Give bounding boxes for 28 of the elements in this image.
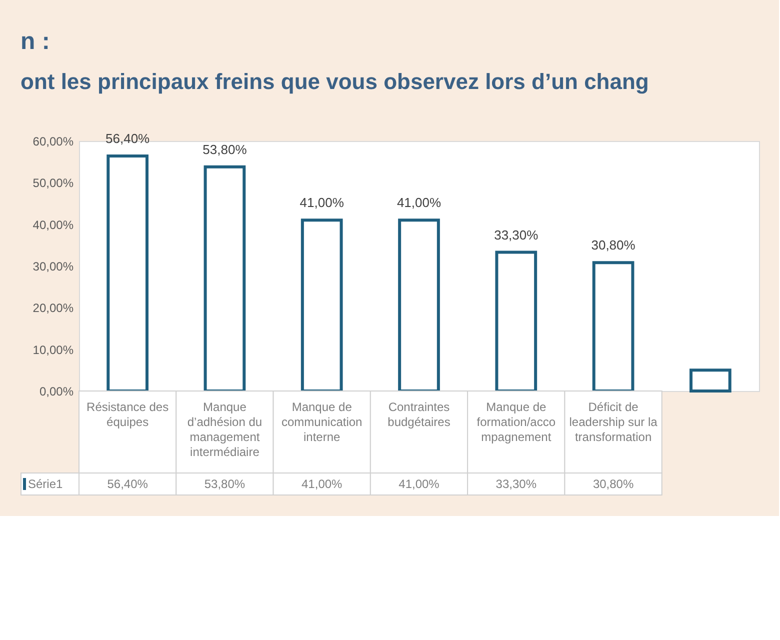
x-tick-label: Manque d’adhésion du management intermédiaire <box>187 400 262 459</box>
y-tick-label: 40,00% <box>32 218 74 232</box>
y-tick-label: 60,00% <box>32 134 74 148</box>
x-tick-label: Déficit de leadership sur la transformation <box>569 400 658 444</box>
data-label: 56,40% <box>107 477 148 491</box>
x-tick-label: Manque de formation/acco mpagnement <box>476 400 556 444</box>
y-tick-label: 20,00% <box>32 301 74 316</box>
text: 41,00% <box>396 195 442 210</box>
data-label: 33,30% <box>496 477 537 491</box>
data-label: 41,00% <box>398 477 440 491</box>
text: 56,40% <box>106 131 150 146</box>
text: 30,80% <box>591 238 636 253</box>
y-tick-label: 0,00% <box>39 384 74 398</box>
legend-label: Série1 <box>28 477 64 491</box>
data-label: 41,00% <box>302 477 343 491</box>
chart-title: n : <box>20 28 50 55</box>
x-tick-label: Contraintes budgétaires <box>388 400 450 429</box>
y-tick-label: 10,00% <box>32 342 74 357</box>
x-tick-label: Résistance des équipes <box>86 400 169 429</box>
y-tick-label: 30,00% <box>32 260 74 274</box>
x-tick-label: Manque de communication interne <box>282 400 362 444</box>
text: 33,30% <box>494 227 538 242</box>
text: 41,00% <box>300 195 344 210</box>
data-label: 30,80% <box>592 477 634 491</box>
text: 53,80% <box>202 142 247 157</box>
y-tick-label: 50,00% <box>32 176 74 190</box>
data-label: 53,80% <box>204 477 246 491</box>
chart-subtitle: ont les principaux freins que vous observez lors d’un chang <box>20 69 649 94</box>
